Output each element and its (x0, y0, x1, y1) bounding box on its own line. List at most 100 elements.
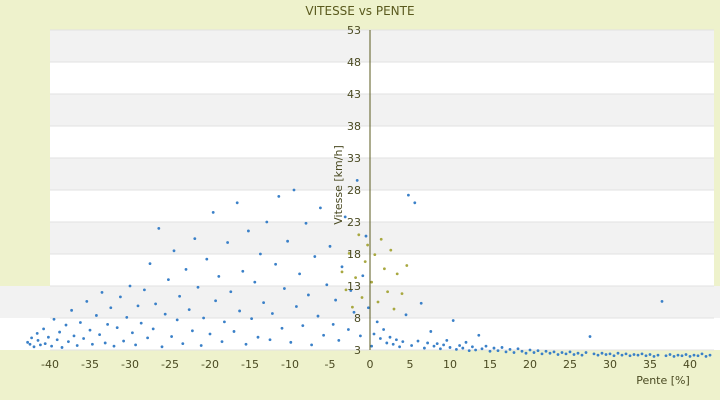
data-point (435, 342, 439, 345)
data-point (238, 309, 242, 313)
data-point (576, 351, 580, 355)
data-point (564, 352, 568, 356)
data-point (488, 349, 492, 353)
data-point (193, 237, 197, 241)
data-point (112, 344, 116, 348)
data-point (668, 353, 672, 356)
data-point (692, 353, 696, 357)
data-point (429, 330, 433, 333)
data-point (223, 320, 226, 324)
data-point (172, 249, 176, 253)
data-point (528, 348, 532, 352)
plot-band (50, 30, 714, 62)
data-point (364, 234, 368, 238)
data-point (271, 312, 274, 315)
data-point (496, 349, 500, 353)
data-point (455, 347, 458, 351)
data-point (640, 352, 644, 356)
data-point (584, 351, 588, 354)
data-point (413, 201, 417, 205)
y-tick-label: 3 (354, 344, 361, 357)
data-point (354, 276, 357, 280)
data-point (432, 344, 436, 348)
data-point (35, 331, 39, 335)
data-point (226, 241, 230, 244)
data-point (106, 323, 109, 326)
y-tick-label: 18 (347, 248, 361, 261)
data-point (148, 262, 152, 265)
data-point (32, 345, 36, 349)
data-point (556, 353, 560, 356)
data-point (277, 195, 281, 198)
y-tick-label: 8 (354, 312, 361, 325)
data-point (157, 227, 161, 230)
data-point (366, 243, 369, 247)
data-point (274, 262, 277, 266)
data-point (286, 239, 289, 243)
data-point (664, 354, 668, 358)
data-point (208, 332, 212, 336)
data-point (676, 353, 680, 357)
data-point (337, 339, 341, 342)
data-point (480, 347, 484, 351)
data-point (367, 306, 370, 310)
data-point (407, 193, 410, 197)
data-point (184, 267, 188, 271)
data-point (504, 350, 508, 354)
data-point (91, 342, 94, 346)
data-point (520, 349, 524, 353)
data-point (42, 327, 45, 331)
data-point (580, 353, 584, 357)
data-point (592, 352, 596, 356)
data-point (648, 353, 652, 356)
data-point (532, 351, 536, 354)
data-point (474, 348, 477, 352)
data-point (628, 354, 632, 358)
data-point (244, 342, 248, 346)
x-tick-label: 5 (407, 358, 414, 371)
data-point (363, 260, 367, 264)
data-point (325, 283, 329, 287)
data-point (512, 351, 516, 354)
data-point (265, 220, 269, 224)
data-point (379, 237, 383, 241)
x-tick-label: 35 (643, 358, 657, 371)
data-point (392, 307, 396, 311)
data-point (355, 179, 359, 182)
data-point (395, 272, 399, 276)
y-gridlines (50, 29, 714, 351)
data-point (423, 346, 426, 350)
data-point (241, 269, 245, 273)
data-point (620, 353, 624, 357)
data-point (211, 211, 215, 214)
data-point (439, 347, 442, 351)
data-point (373, 253, 377, 257)
data-point (700, 352, 704, 356)
series-main (26, 179, 712, 358)
chart-title: VITESSE vs PENTE (305, 4, 414, 18)
series-secondary (340, 233, 409, 311)
data-point (202, 316, 206, 320)
data-point (280, 326, 284, 330)
x-tick-label: -35 (81, 358, 99, 371)
data-point (560, 351, 564, 354)
data-point (191, 329, 194, 333)
data-point (660, 299, 664, 303)
data-point (688, 355, 692, 358)
data-point (295, 305, 298, 308)
data-point (419, 301, 423, 305)
data-point (316, 314, 320, 318)
data-point (199, 344, 203, 347)
data-point (328, 244, 332, 248)
data-point (385, 341, 389, 345)
data-point (232, 330, 236, 333)
data-point (347, 328, 350, 331)
data-point (98, 333, 101, 337)
data-point (516, 347, 520, 351)
data-point (352, 310, 356, 314)
data-point (477, 333, 481, 337)
data-point (548, 351, 552, 355)
data-point (383, 267, 386, 271)
x-tick-label: 10 (443, 358, 457, 371)
